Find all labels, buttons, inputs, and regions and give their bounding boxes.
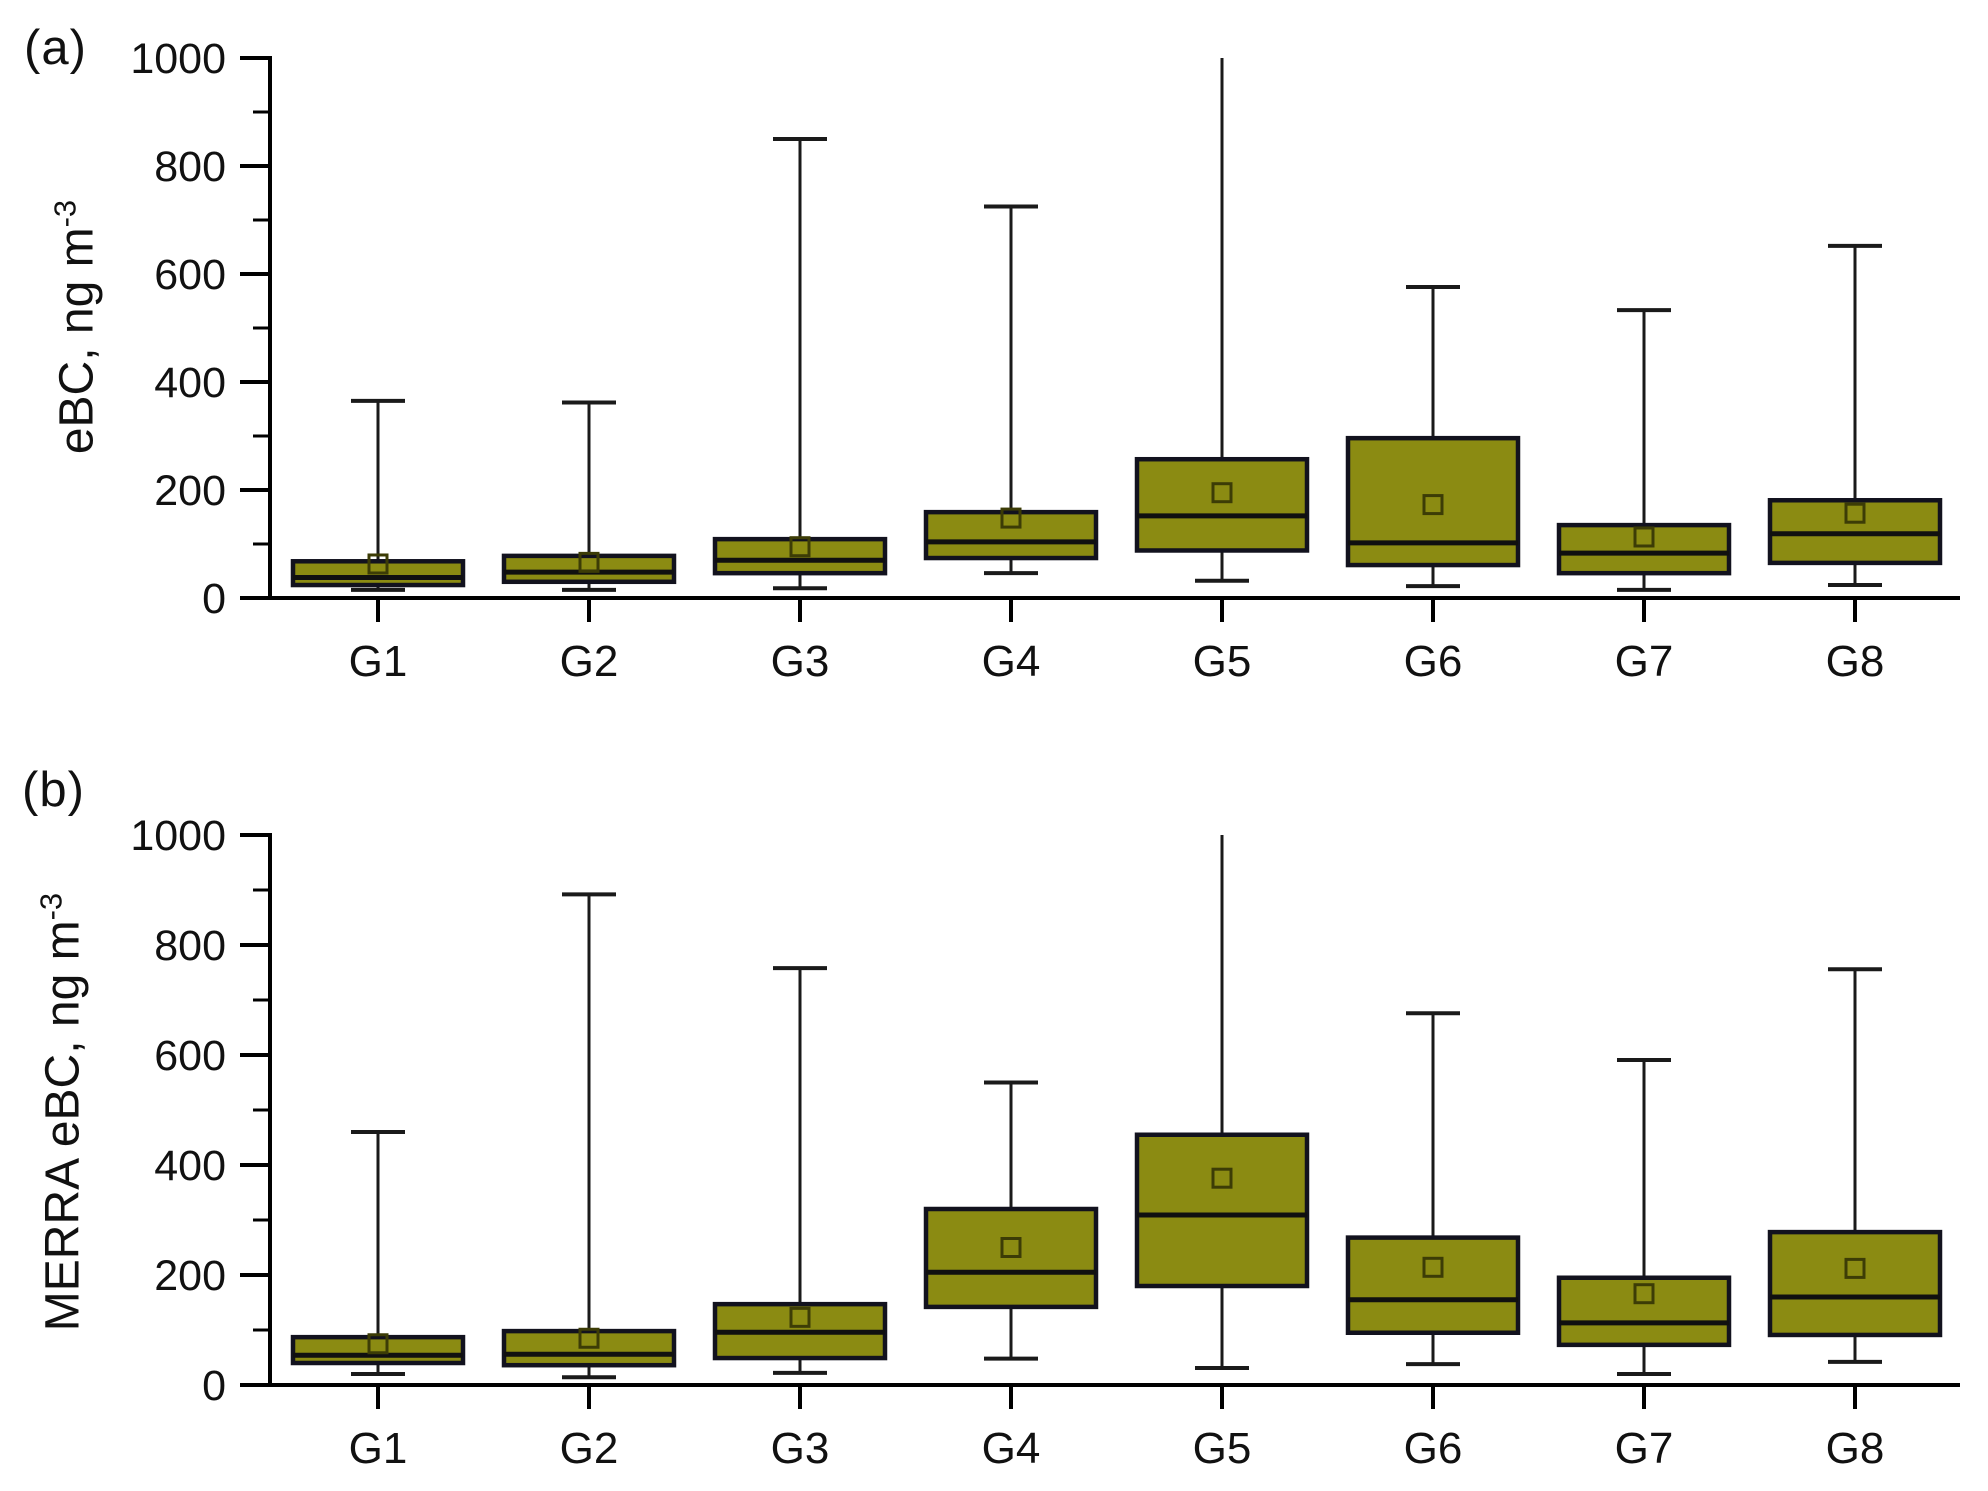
x-category-label-b-G6: G6: [1404, 1424, 1463, 1473]
y-tick-label-a-400: 400: [154, 359, 226, 407]
iqr-box-b-G6: [1345, 1235, 1521, 1335]
iqr-box-a-G6: [1345, 435, 1521, 568]
x-category-label-b-G2: G2: [560, 1424, 619, 1473]
box-group-a-G2: G2: [501, 400, 677, 686]
x-category-label-b-G4: G4: [982, 1424, 1041, 1473]
box-group-a-G1: G1: [290, 398, 466, 686]
box-group-a-G3: G3: [712, 137, 888, 686]
y-tick-label-a-800: 800: [154, 143, 226, 191]
x-category-label-b-G3: G3: [771, 1424, 830, 1473]
x-category-label-a-G6: G6: [1404, 637, 1463, 686]
y-tick-label-b-200: 200: [154, 1252, 226, 1300]
panel-label-b: (b): [22, 763, 85, 817]
y-tick-label-a-0: 0: [202, 575, 226, 623]
y-axis-title-b-superscript: -3: [33, 892, 69, 921]
mean-marker-a-G6: [1422, 494, 1444, 516]
box-group-a-G7: G7: [1556, 308, 1732, 686]
x-category-label-a-G4: G4: [982, 637, 1041, 686]
y-tick-label-a-1000: 1000: [130, 35, 226, 83]
mean-marker-b-G7: [1633, 1283, 1655, 1305]
mean-marker-a-G4: [1000, 507, 1022, 529]
box-group-b-G1: G1: [290, 1130, 466, 1473]
mean-marker-b-G2: [578, 1327, 600, 1349]
x-category-label-a-G1: G1: [349, 637, 408, 686]
mean-marker-b-G4: [1000, 1237, 1022, 1258]
y-axis-title-b-text: MERRA eBC, ng m: [36, 920, 90, 1332]
mean-marker-a-G1: [367, 553, 389, 575]
y-axis-title-a: eBC, ng m-3: [48, 200, 105, 454]
panel-label-a: (a): [24, 21, 87, 75]
y-tick-label-a-600: 600: [154, 251, 226, 299]
mean-marker-b-G8: [1844, 1257, 1866, 1279]
box-group-a-G4: G4: [923, 204, 1099, 686]
box-group-b-G4: G4: [923, 1080, 1099, 1473]
x-category-label-a-G3: G3: [771, 637, 830, 686]
x-category-label-a-G2: G2: [560, 637, 619, 686]
panel-a-plot: 0 200 400 600 800 1000 G1 G2 G3 G4 G5 G6 G7 G8: [130, 35, 1960, 686]
iqr-box-b-G1: [290, 1334, 466, 1366]
x-category-label-b-G1: G1: [349, 1424, 408, 1473]
x-category-label-b-G8: G8: [1826, 1424, 1885, 1473]
y-tick-label-b-800: 800: [154, 922, 226, 970]
mean-marker-b-G1: [367, 1333, 389, 1355]
mean-marker-a-G8: [1844, 502, 1866, 524]
x-category-label-b-G5: G5: [1193, 1424, 1252, 1473]
box-group-a-G5: G5: [1134, 58, 1310, 686]
y-tick-label-b-1000: 1000: [130, 812, 226, 860]
mean-marker-b-G6: [1422, 1256, 1444, 1278]
y-axis-title-a-superscript: -3: [47, 199, 83, 228]
mean-marker-a-G3: [789, 536, 811, 558]
box-group-b-G3: G3: [712, 966, 888, 1473]
x-category-label-a-G7: G7: [1615, 637, 1674, 686]
box-group-b-G5: G5: [1134, 835, 1310, 1473]
mean-marker-a-G2: [578, 551, 600, 573]
iqr-box-a-G2: [501, 553, 677, 585]
y-tick-label-b-0: 0: [202, 1362, 226, 1410]
y-tick-label-a-200: 200: [154, 467, 226, 515]
box-group-b-G6: G6: [1345, 1011, 1521, 1473]
panel-b-plot: 0 200 400 600 800 1000 G1 G2 G3 G4 G5 G6 G7 G8: [130, 812, 1960, 1473]
iqr-box-b-G5: [1134, 1132, 1310, 1289]
box-group-a-G6: G6: [1345, 284, 1521, 686]
y-tick-label-b-600: 600: [154, 1032, 226, 1080]
mean-marker-a-G7: [1633, 526, 1655, 548]
x-category-label-a-G8: G8: [1826, 637, 1885, 686]
x-category-label-b-G7: G7: [1615, 1424, 1674, 1473]
mean-marker-b-G5: [1211, 1167, 1233, 1189]
y-axis-title-b: MERRA eBC, ng m-3: [34, 893, 91, 1331]
mean-marker-b-G3: [789, 1306, 811, 1328]
iqr-box-b-G7: [1556, 1275, 1732, 1348]
box-group-b-G7: G7: [1556, 1057, 1732, 1473]
iqr-box-a-G7: [1556, 522, 1732, 576]
box-group-a-G8: G8: [1767, 243, 1943, 686]
mean-marker-a-G5: [1211, 482, 1233, 504]
box-group-b-G2: G2: [501, 892, 677, 1473]
iqr-box-a-G5: [1134, 456, 1310, 553]
iqr-box-b-G8: [1767, 1229, 1943, 1338]
y-tick-label-b-400: 400: [154, 1142, 226, 1190]
x-category-label-a-G5: G5: [1193, 637, 1252, 686]
y-axis-title-a-text: eBC, ng m: [50, 227, 104, 455]
iqr-box-a-G4: [923, 509, 1099, 561]
box-group-b-G8: G8: [1767, 967, 1943, 1473]
